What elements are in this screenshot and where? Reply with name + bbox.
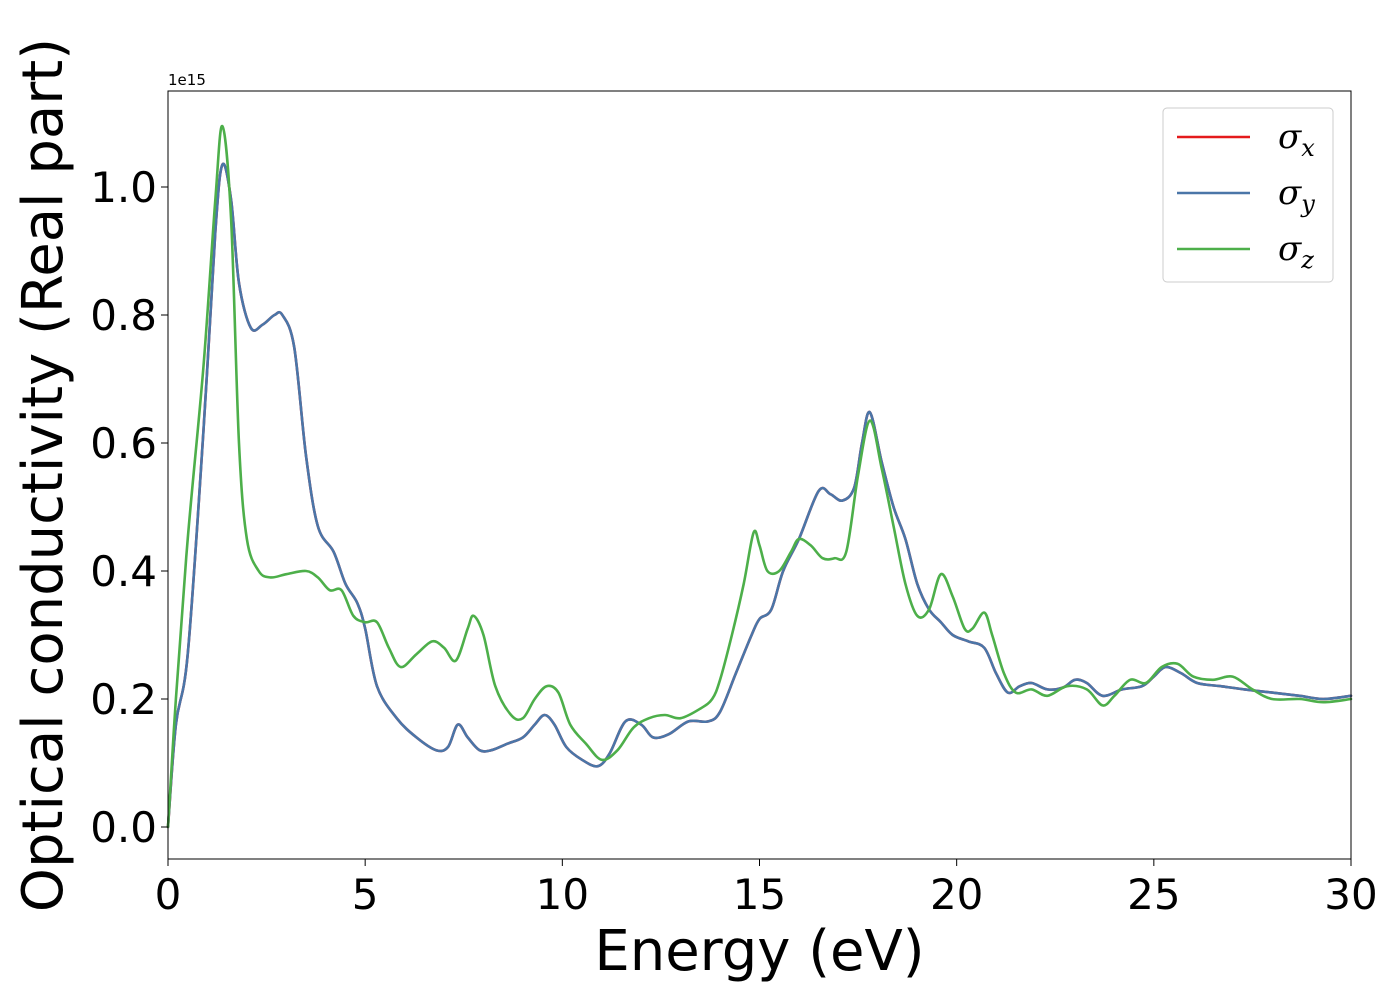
legend-frame — [1162, 107, 1334, 283]
x-tick-label: 15 — [733, 870, 786, 919]
y-tick-label: 0.4 — [90, 547, 157, 596]
legend-label-z: σz — [1278, 229, 1314, 274]
legend: σx σy σz — [1162, 107, 1334, 283]
x-tick-label: 5 — [352, 870, 379, 919]
x-tick-label: 25 — [1127, 870, 1180, 919]
x-tick-label: 20 — [930, 870, 983, 919]
y-tick-label: 1.0 — [90, 163, 157, 212]
x-axis: 0 5 10 15 20 25 30 — [155, 859, 1378, 919]
x-axis-title: Energy (eV) — [594, 919, 924, 984]
x-tick-label: 0 — [155, 870, 182, 919]
y-tick-label: 0.6 — [90, 419, 157, 468]
x-tick-label: 10 — [536, 870, 589, 919]
y-axis-title: Optical conductivity (Real part) — [11, 38, 76, 912]
y-axis: 0.0 0.2 0.4 0.6 0.8 1.0 — [90, 163, 168, 852]
series-line-y — [166, 162, 1353, 829]
legend-label-x: σx — [1278, 117, 1315, 162]
y-tick-label: 0.8 — [90, 291, 157, 340]
series-line-z — [166, 124, 1353, 829]
y-tick-label: 0.0 — [90, 803, 157, 852]
y-tick-label: 0.2 — [90, 675, 157, 724]
y-offset-text: 1e15 — [168, 71, 206, 89]
legend-label-y: σy — [1278, 173, 1315, 218]
series-layer — [166, 124, 1353, 829]
x-tick-label: 30 — [1324, 870, 1377, 919]
